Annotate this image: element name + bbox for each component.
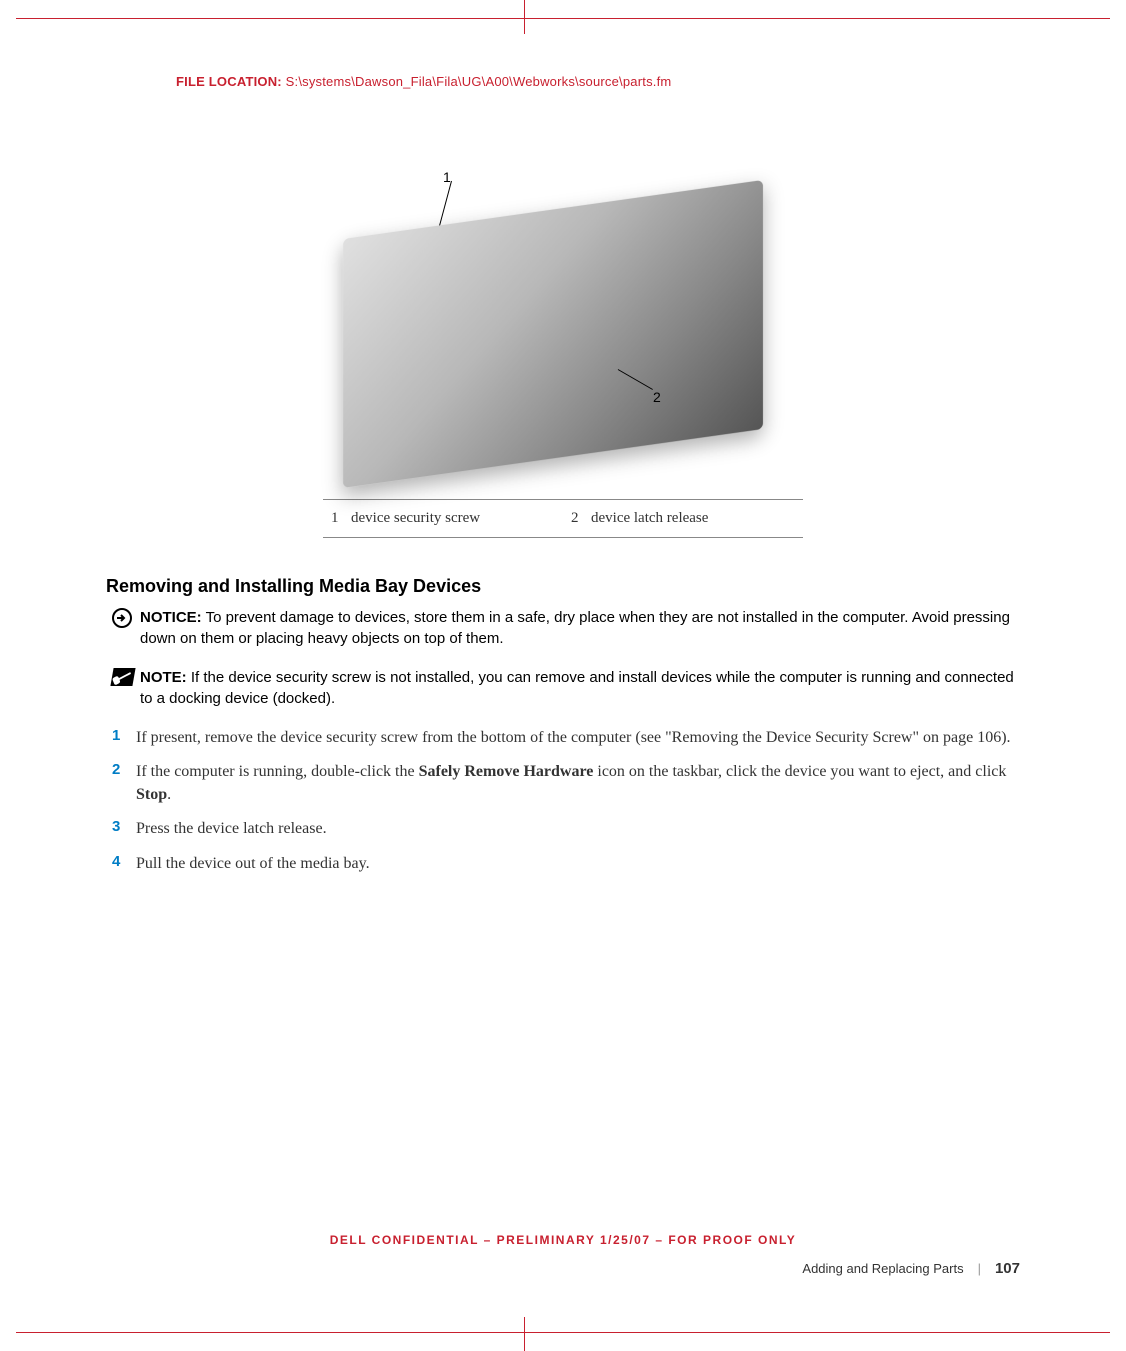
note-block: NOTE: If the device security screw is no…: [106, 667, 1020, 709]
step-text: Pull the device out of the media bay.: [136, 853, 1020, 875]
footer-pagination: Adding and Replacing Parts | 107: [802, 1260, 1020, 1277]
step-item: 4 Pull the device out of the media bay.: [112, 853, 1020, 875]
legend-label: device security screw: [343, 510, 563, 527]
step-text: If the computer is running, double-click…: [136, 761, 1020, 806]
callout-number-2: 2: [653, 389, 661, 405]
footer-confidential: DELL CONFIDENTIAL – PRELIMINARY 1/25/07 …: [16, 1233, 1110, 1247]
laptop-device-illustration: [343, 180, 763, 488]
note-body: If the device security screw is not inst…: [140, 669, 1014, 707]
step-number: 3: [112, 818, 136, 840]
notice-arrow-icon: [112, 608, 132, 628]
notice-block: NOTICE: To prevent damage to devices, st…: [106, 607, 1020, 649]
legend-row: 1 device security screw 2 device latch r…: [323, 510, 803, 527]
footer-divider: |: [978, 1261, 981, 1276]
legend-num: 2: [563, 510, 583, 527]
notice-label: NOTICE:: [140, 609, 202, 626]
section-heading: Removing and Installing Media Bay Device…: [106, 576, 1020, 597]
device-figure: 1 2: [323, 169, 803, 479]
notice-body: To prevent damage to devices, store them…: [140, 609, 1010, 647]
file-location-path: S:\systems\Dawson_Fila\Fila\UG\A00\Webwo…: [286, 74, 672, 89]
page-content: FILE LOCATION: S:\systems\Dawson_Fila\Fi…: [16, 18, 1110, 1333]
note-pencil-icon: [110, 668, 135, 686]
legend-label: device latch release: [583, 510, 803, 527]
file-location-label: FILE LOCATION:: [176, 74, 282, 89]
legend-num: 1: [323, 510, 343, 527]
step-list: 1 If present, remove the device security…: [106, 727, 1020, 875]
step-text: If present, remove the device security s…: [136, 727, 1020, 749]
note-text: NOTE: If the device security screw is no…: [140, 667, 1020, 709]
note-icon-wrapper: [112, 667, 140, 709]
step-item: 2 If the computer is running, double-cli…: [112, 761, 1020, 806]
step-item: 3 Press the device latch release.: [112, 818, 1020, 840]
notice-icon-wrapper: [112, 607, 140, 649]
step-text: Press the device latch release.: [136, 818, 1020, 840]
file-location-header: FILE LOCATION: S:\systems\Dawson_Fila\Fi…: [106, 74, 1020, 89]
step-number: 2: [112, 761, 136, 806]
footer-section-name: Adding and Replacing Parts: [802, 1261, 963, 1276]
step-number: 4: [112, 853, 136, 875]
step-item: 1 If present, remove the device security…: [112, 727, 1020, 749]
page-number: 107: [995, 1260, 1020, 1277]
figure-legend: 1 device security screw 2 device latch r…: [323, 499, 803, 538]
note-label: NOTE:: [140, 669, 187, 686]
notice-text: NOTICE: To prevent damage to devices, st…: [140, 607, 1020, 649]
step-number: 1: [112, 727, 136, 749]
